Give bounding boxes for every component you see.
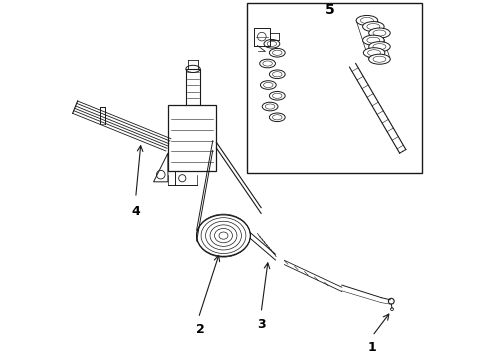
Ellipse shape (356, 15, 378, 26)
Ellipse shape (363, 48, 385, 58)
Ellipse shape (363, 35, 384, 45)
Text: 4: 4 (131, 205, 140, 218)
Ellipse shape (363, 22, 384, 32)
Text: 3: 3 (257, 318, 266, 331)
Text: 2: 2 (196, 323, 204, 337)
Text: 1: 1 (368, 341, 377, 354)
Ellipse shape (368, 28, 390, 38)
Ellipse shape (368, 42, 390, 52)
Bar (247, 3, 422, 173)
Text: 5: 5 (324, 3, 334, 17)
Ellipse shape (368, 54, 390, 64)
